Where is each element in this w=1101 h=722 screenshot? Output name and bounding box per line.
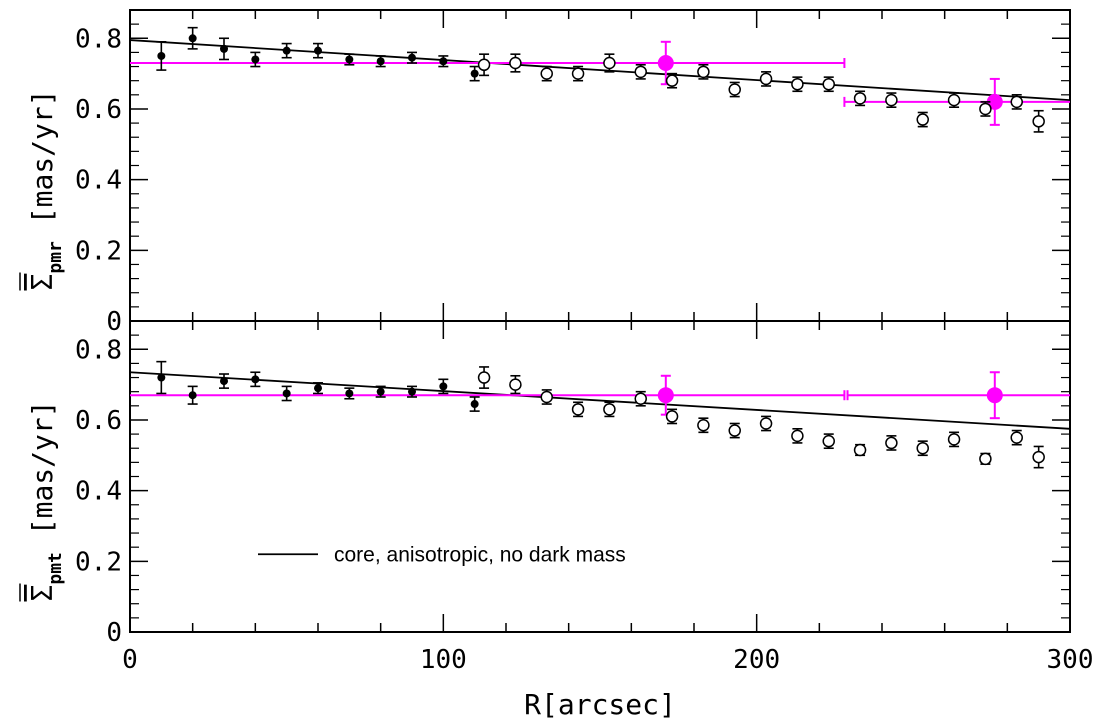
bottom-binned-point [657, 387, 674, 404]
top-data-point-open [1032, 115, 1045, 128]
bottom-y-tick-label: 0.4 [75, 477, 122, 507]
bottom-y-tick-label: 0.6 [75, 406, 122, 436]
top-data-point-open [916, 113, 929, 126]
top-plot-frame [129, 9, 1071, 322]
top-panel: 0 0.2 0.4 0.6 0.8 Σpmr [mas/yr] [19, 9, 1071, 337]
top-data-point-filled [376, 57, 385, 66]
top-data-point-filled [251, 55, 260, 64]
top-y-tick-label: 0.6 [75, 95, 122, 125]
bottom-data-point-open [1010, 431, 1023, 444]
top-data-point-open [822, 77, 835, 91]
bottom-data-point-open [509, 378, 522, 391]
top-data-point-open [979, 102, 992, 116]
bottom-data-point-open [603, 403, 616, 416]
top-data-point-open [634, 65, 647, 79]
x-axis-title: R[arcsec] [524, 688, 676, 721]
bottom-data-point-open [1032, 450, 1045, 464]
bottom-data-point-open [540, 390, 553, 404]
bottom-data-point-filled [314, 384, 322, 393]
bottom-data-point-open [916, 441, 929, 455]
top-data-point-open [728, 83, 741, 96]
top-data-point-open [853, 92, 867, 105]
bottom-data-point-open [634, 392, 647, 405]
top-data-point-open [947, 93, 961, 107]
bottom-data-point-open [853, 443, 867, 457]
top-data-point-filled [188, 34, 197, 43]
top-data-point-filled [220, 44, 228, 53]
bottom-data-point-filled [408, 387, 416, 396]
top-y-tick-label: 0.8 [75, 24, 122, 54]
bottom-x-tick-label: 200 [733, 645, 780, 675]
top-data-point-open [759, 72, 773, 86]
top-y-axis-title: Σpmr [mas/yr] [26, 89, 66, 290]
top-data-point-open [665, 74, 679, 87]
top-data-point-filled [314, 46, 322, 55]
bottom-y-axis-unit: [mas/yr] [26, 400, 59, 552]
bottom-model-line [129, 371, 1071, 430]
bottom-y-tick-label: 0.2 [75, 547, 122, 577]
top-y-tick-label: 0 [106, 307, 122, 337]
bottom-data-point-filled [282, 389, 291, 398]
bottom-data-point-open [979, 452, 992, 466]
top-y-tick-label: 0.4 [75, 166, 122, 196]
top-y-tick-label: 0.2 [75, 236, 122, 266]
bottom-data-point-open [697, 419, 710, 432]
bottom-data-point-filled [220, 377, 228, 386]
top-data-point-filled [470, 69, 479, 78]
bottom-x-tick-label: 100 [420, 645, 467, 675]
bottom-binned-point [986, 387, 1003, 404]
legend-label: core, anisotropic, no dark mass [334, 543, 626, 566]
bottom-data-point-open [791, 429, 804, 443]
bottom-data-point-open [822, 434, 835, 448]
top-data-point-filled [282, 46, 291, 55]
top-data-point-open [509, 56, 522, 70]
bottom-y-axis-title: Σpmt [mas/yr] [26, 400, 66, 601]
top-data-point-open [571, 67, 585, 80]
bottom-plot-frame [129, 320, 1071, 633]
bottom-y-axis-subscript: pmt [45, 552, 66, 585]
top-data-point-filled [408, 53, 416, 62]
bottom-data-point-filled [376, 387, 385, 396]
top-data-point-open [540, 67, 553, 80]
top-binned-point [657, 55, 674, 72]
bottom-data-point-filled [157, 373, 166, 382]
top-data-point-open [697, 65, 710, 79]
bottom-data-point-filled [188, 391, 197, 400]
top-data-point-open [477, 58, 491, 72]
bottom-x-tick-label: 300 [1047, 645, 1094, 675]
bottom-data-point-filled [470, 400, 479, 409]
top-data-point-filled [345, 55, 354, 64]
top-data-point-open [603, 56, 616, 70]
top-model-line [129, 39, 1071, 102]
top-data-point-open [885, 93, 898, 107]
bottom-data-point-open [759, 417, 773, 430]
bottom-data-point-filled [251, 375, 260, 384]
bottom-y-tick-label: 0 [106, 618, 122, 648]
bottom-data-point-open [885, 436, 898, 450]
bottom-data-point-open [571, 403, 585, 416]
bottom-data-point-open [947, 433, 961, 446]
top-data-point-filled [157, 51, 166, 60]
bottom-data-point-open [728, 424, 741, 437]
bottom-data-point-filled [439, 382, 448, 391]
bottom-x-tick-label: 0 [122, 645, 138, 675]
bottom-panel: 0 0.2 0.4 0.6 0.8 0 100 200 300 Σpmt [mas/yr] R[ar… [19, 320, 1094, 721]
bottom-y-tick-label: 0.8 [75, 335, 122, 365]
bottom-data-point-open [477, 371, 491, 384]
top-data-point-open [791, 77, 804, 91]
top-data-point-open [1010, 95, 1023, 109]
bottom-data-point-open [665, 410, 679, 423]
top-y-axis-unit: [mas/yr] [26, 89, 59, 241]
bottom-data-point-filled [345, 389, 354, 398]
top-y-axis-subscript: pmr [45, 241, 66, 274]
top-y-axis-symbol: Σ [26, 274, 59, 291]
top-data-point-filled [439, 57, 448, 66]
bottom-y-axis-symbol: Σ [26, 585, 59, 602]
